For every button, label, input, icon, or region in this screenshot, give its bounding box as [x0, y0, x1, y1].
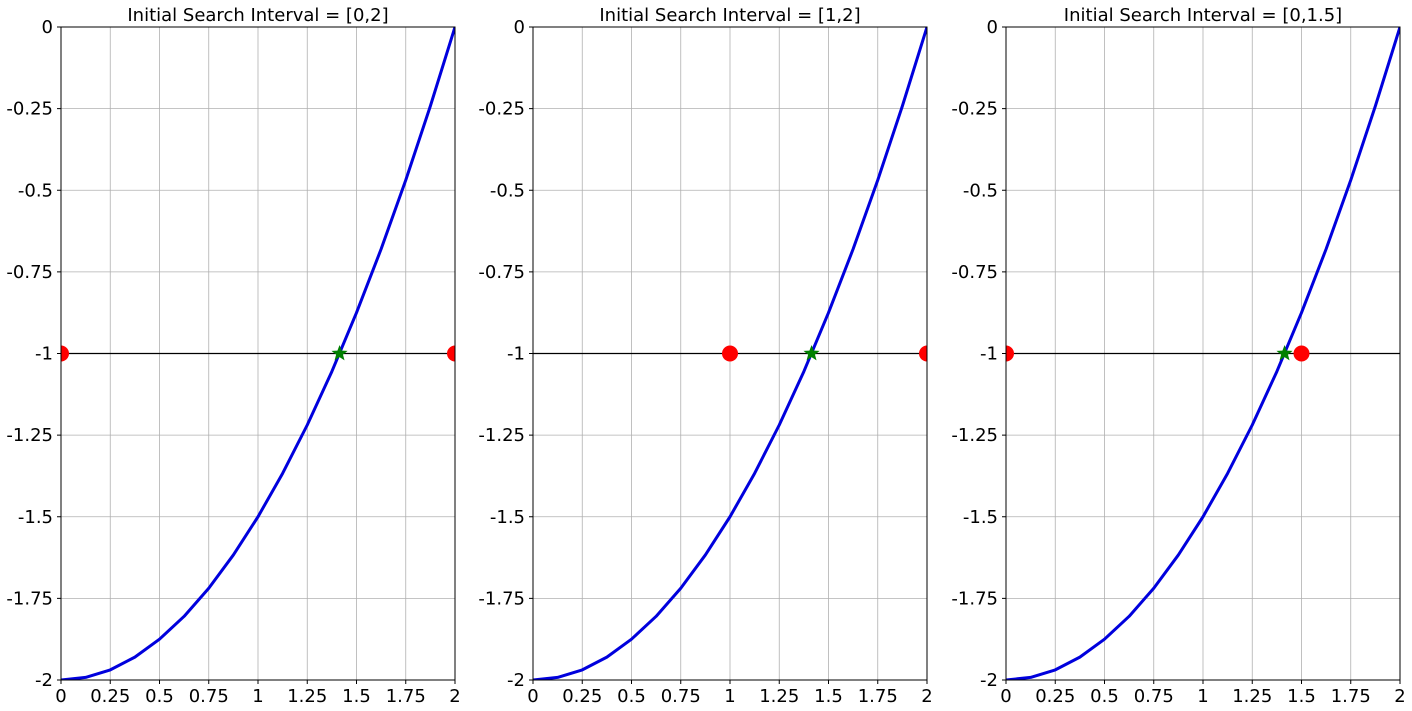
x-tick-label: 0.5 [617, 686, 646, 707]
root-star-point [803, 345, 820, 361]
y-tick-label: -0.75 [478, 262, 525, 283]
x-tick-label: 1.5 [1287, 686, 1316, 707]
x-tick-label: 0 [1000, 686, 1011, 707]
x-tick-label: 1.25 [287, 686, 327, 707]
x-tick-label: 1.5 [814, 686, 843, 707]
x-tick-label: 0.75 [661, 686, 701, 707]
y-tick-label: -0.5 [490, 180, 525, 201]
x-tick-label: 1 [1197, 686, 1208, 707]
series-line [1006, 27, 1400, 680]
y-tick-label: 0 [987, 17, 998, 38]
y-tick-label: -1 [507, 344, 525, 365]
y-tick-label: -1.5 [18, 507, 53, 528]
interval-endpoint-point [1006, 345, 1014, 362]
y-tick-label: -0.5 [963, 180, 998, 201]
y-tick-label: -1.5 [490, 507, 525, 528]
x-tick-label: 1.5 [342, 686, 371, 707]
root-star-point [331, 345, 348, 361]
x-tick-label: 0.25 [562, 686, 602, 707]
interval-endpoint-point [919, 345, 927, 362]
y-tick-label: -1 [980, 344, 998, 365]
x-tick-label: 2 [921, 686, 932, 707]
x-tick-label: 2 [1394, 686, 1405, 707]
subplot-title: Initial Search Interval = [1,2] [599, 5, 860, 26]
y-tick-label: -0.25 [951, 99, 998, 120]
x-tick-label: 0.5 [1090, 686, 1119, 707]
x-tick-label: 2 [449, 686, 460, 707]
series-line [533, 27, 927, 680]
x-tick-label: 1.25 [1232, 686, 1272, 707]
y-tick-label: -0.75 [6, 262, 53, 283]
x-tick-label: 0.25 [1035, 686, 1075, 707]
y-tick-label: -2 [980, 670, 998, 691]
x-tick-label: 1 [724, 686, 735, 707]
x-tick-label: 1.75 [386, 686, 426, 707]
subplot-title: Initial Search Interval = [0,1.5] [1064, 5, 1342, 26]
y-tick-label: -2 [507, 670, 525, 691]
root-star-point [1276, 345, 1293, 361]
x-tick-label: 0.5 [145, 686, 174, 707]
y-tick-label: -0.75 [951, 262, 998, 283]
y-tick-label: -1.5 [963, 507, 998, 528]
x-tick-label: 1.75 [858, 686, 898, 707]
x-tick-label: 1 [252, 686, 263, 707]
y-tick-label: -1.25 [6, 425, 53, 446]
y-tick-label: -1.75 [951, 588, 998, 609]
subplot-3: 0 0.25 0.5 0.75 1 1.25 1.5 1.75 2 0 -0.25 -0.5 -0.75… [951, 5, 1405, 707]
y-tick-label: -1 [35, 344, 53, 365]
x-tick-label: 0.75 [189, 686, 229, 707]
x-tick-label: 0.75 [1134, 686, 1174, 707]
y-tick-label: 0 [514, 17, 525, 38]
y-tick-label: -1.75 [6, 588, 53, 609]
y-tick-label: 0 [42, 17, 53, 38]
y-tick-label: -1.25 [951, 425, 998, 446]
interval-endpoint-point [722, 345, 738, 362]
x-tick-label: 0 [527, 686, 538, 707]
y-tick-label: -0.25 [6, 99, 53, 120]
y-tick-label: -0.5 [18, 180, 53, 201]
interval-endpoint-point [1293, 345, 1310, 362]
subplot-2: 0 0.25 0.5 0.75 1 1.25 1.5 1.75 2 0 -0.25 -0.5 -0.75… [478, 5, 932, 707]
x-tick-label: 0.25 [90, 686, 130, 707]
y-tick-label: -1.75 [478, 588, 525, 609]
interval-endpoint-point [61, 345, 69, 362]
subplot-title: Initial Search Interval = [0,2] [127, 5, 388, 26]
x-tick-label: 1.75 [1331, 686, 1371, 707]
x-tick-label: 0 [55, 686, 66, 707]
x-tick-label: 1.25 [759, 686, 799, 707]
y-tick-label: -2 [35, 670, 53, 691]
series-line [61, 27, 455, 680]
interval-endpoint-point [447, 345, 455, 362]
y-tick-label: -0.25 [478, 99, 525, 120]
subplot-1: 0 0.25 0.5 0.75 1 1.25 1.5 1.75 2 0 -0.25 -0.5 -0.75… [6, 5, 460, 707]
y-tick-label: -1.25 [478, 425, 525, 446]
